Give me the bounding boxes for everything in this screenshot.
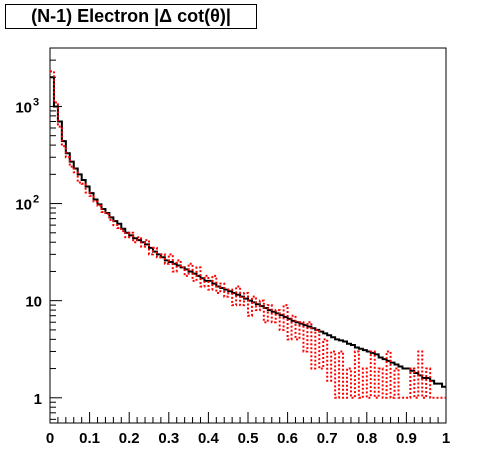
- x-tick-label: 0.6: [277, 430, 298, 447]
- y-axis-ticks: [50, 47, 62, 420]
- x-axis-ticks: [49, 412, 447, 423]
- x-tick-label: 0.3: [158, 430, 179, 447]
- x-tick-label: 0.8: [356, 430, 377, 447]
- y-tick-label: 10: [15, 197, 32, 214]
- x-tick-label: 0.9: [396, 430, 417, 447]
- x-tick-label: 0.4: [198, 430, 220, 447]
- series-group: [50, 70, 446, 399]
- series-1-line: [50, 76, 446, 388]
- x-tick-label: 1: [442, 430, 450, 447]
- x-tick-label: 0.5: [238, 430, 259, 447]
- x-tick-label: 0.7: [317, 430, 338, 447]
- y-tick-label: 1: [34, 391, 42, 408]
- x-tick-label: 0.1: [79, 430, 100, 447]
- y-tick-label: 10: [25, 294, 42, 311]
- chart-title: (N-1) Electron |Δ cot(θ)|: [5, 4, 257, 29]
- y-tick-exponent: 2: [33, 194, 39, 206]
- series-2-line: [50, 70, 446, 399]
- y-tick-exponent: 3: [33, 96, 39, 108]
- x-tick-label: 0.2: [119, 430, 140, 447]
- y-tick-label: 10: [15, 99, 32, 116]
- x-tick-label: 0: [46, 430, 54, 447]
